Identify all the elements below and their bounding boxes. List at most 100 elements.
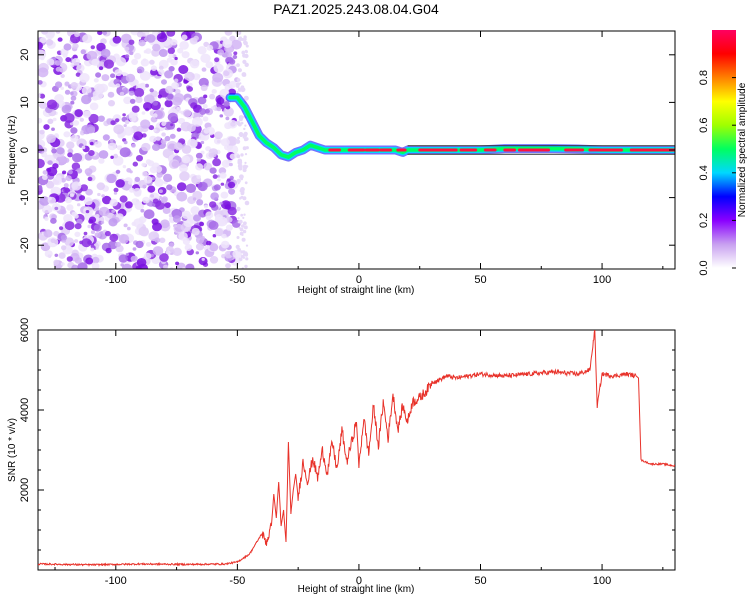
noise-blob [59, 158, 64, 163]
noise-blob [93, 78, 99, 83]
noise-blob [115, 179, 125, 188]
noise-blob [195, 116, 201, 121]
noise-blob [205, 211, 214, 219]
noise-blob [220, 138, 230, 147]
noise-blob [38, 144, 44, 154]
noise-blob [105, 247, 112, 254]
noise-blob [87, 224, 92, 229]
noise-blob [74, 109, 83, 118]
noise-blob [136, 31, 144, 38]
noise-blob [64, 221, 75, 231]
noise-blob [54, 253, 59, 257]
noise-blob [64, 104, 71, 111]
noise-blob [43, 229, 53, 238]
noise-blob [243, 73, 247, 77]
noise-blob [228, 162, 233, 167]
snr-ticks: -100 -50 0 50 100 2000 4000 6000 [19, 318, 675, 587]
noise-blob [136, 66, 145, 74]
noise-blob [58, 252, 66, 259]
noise-blob [78, 195, 86, 201]
noise-blob [143, 102, 152, 111]
noise-blob [81, 145, 86, 150]
noise-blob [147, 160, 155, 167]
noise-blob [132, 161, 138, 167]
noise-blob [124, 46, 130, 52]
noise-blob [126, 168, 132, 173]
noise-blob [63, 43, 72, 51]
noise-blob [239, 174, 244, 180]
noise-blob [115, 57, 127, 67]
noise-blob [134, 87, 145, 98]
noise-blob [167, 47, 175, 55]
noise-blob [123, 124, 127, 128]
noise-blob [157, 94, 163, 99]
noise-blob [185, 183, 197, 193]
noise-blob [133, 218, 144, 228]
noise-blob [232, 249, 242, 259]
noise-blob [196, 174, 201, 179]
noise-blob [46, 180, 55, 189]
noise-blob [133, 131, 144, 141]
noise-blob [67, 169, 73, 175]
noise-blob [195, 243, 205, 251]
noise-blob [134, 201, 145, 211]
noise-blob [186, 86, 193, 92]
noise-blob [110, 138, 114, 143]
noise-blob [122, 165, 127, 169]
noise-blob [173, 223, 185, 234]
noise-blob [213, 137, 222, 145]
noise-blob [164, 70, 174, 79]
noise-blob [244, 132, 248, 135]
noise-blob [168, 159, 180, 170]
colorbar-tick-label: 0.0 [698, 260, 710, 275]
noise-blob [59, 226, 64, 231]
y-tick-label: 2000 [19, 478, 31, 502]
noise-blob [227, 52, 233, 58]
noise-blob [200, 84, 208, 92]
noise-blob [211, 89, 217, 94]
noise-blob [201, 257, 205, 261]
noise-blob [136, 155, 143, 162]
noise-blob [75, 72, 81, 77]
noise-blob [244, 161, 247, 164]
noise-blob [61, 245, 67, 251]
noise-blob [238, 257, 243, 262]
noise-blob [92, 90, 104, 100]
noise-blob [90, 247, 95, 252]
noise-blob [38, 117, 43, 124]
noise-blob [96, 182, 106, 191]
noise-blob [197, 96, 207, 105]
noise-blob [39, 101, 48, 109]
snr-series-line [38, 330, 675, 567]
noise-blob [100, 38, 107, 45]
colorbar-gradient [712, 30, 736, 268]
noise-blob [160, 197, 168, 204]
noise-blob [190, 206, 200, 215]
noise-blob [54, 206, 59, 211]
noise-blob [244, 200, 250, 206]
colorbar-title: Normalized spectral amplitude [737, 82, 748, 217]
noise-blob [52, 163, 59, 169]
noise-blob [113, 153, 119, 159]
x-tick-label: 100 [593, 575, 611, 587]
noise-blob [189, 59, 200, 69]
noise-blob [147, 185, 156, 193]
noise-blob [55, 31, 61, 34]
noise-blob [245, 44, 249, 48]
noise-blob [135, 265, 142, 269]
noise-blob [165, 250, 171, 255]
noise-blob [56, 147, 65, 155]
noise-blob [193, 35, 199, 41]
noise-blob [158, 69, 165, 76]
noise-blob [123, 96, 132, 105]
noise-blob [108, 240, 118, 250]
y-tick-label: -20 [19, 237, 31, 253]
noise-blob [244, 153, 248, 156]
x-tick-label: 50 [474, 274, 486, 286]
noise-blob [44, 216, 49, 221]
noise-blob [106, 173, 117, 184]
noise-blob [52, 176, 62, 186]
noise-blob [51, 148, 57, 154]
colorbar-tick-label: 0.6 [698, 118, 710, 133]
noise-blob [242, 216, 245, 219]
